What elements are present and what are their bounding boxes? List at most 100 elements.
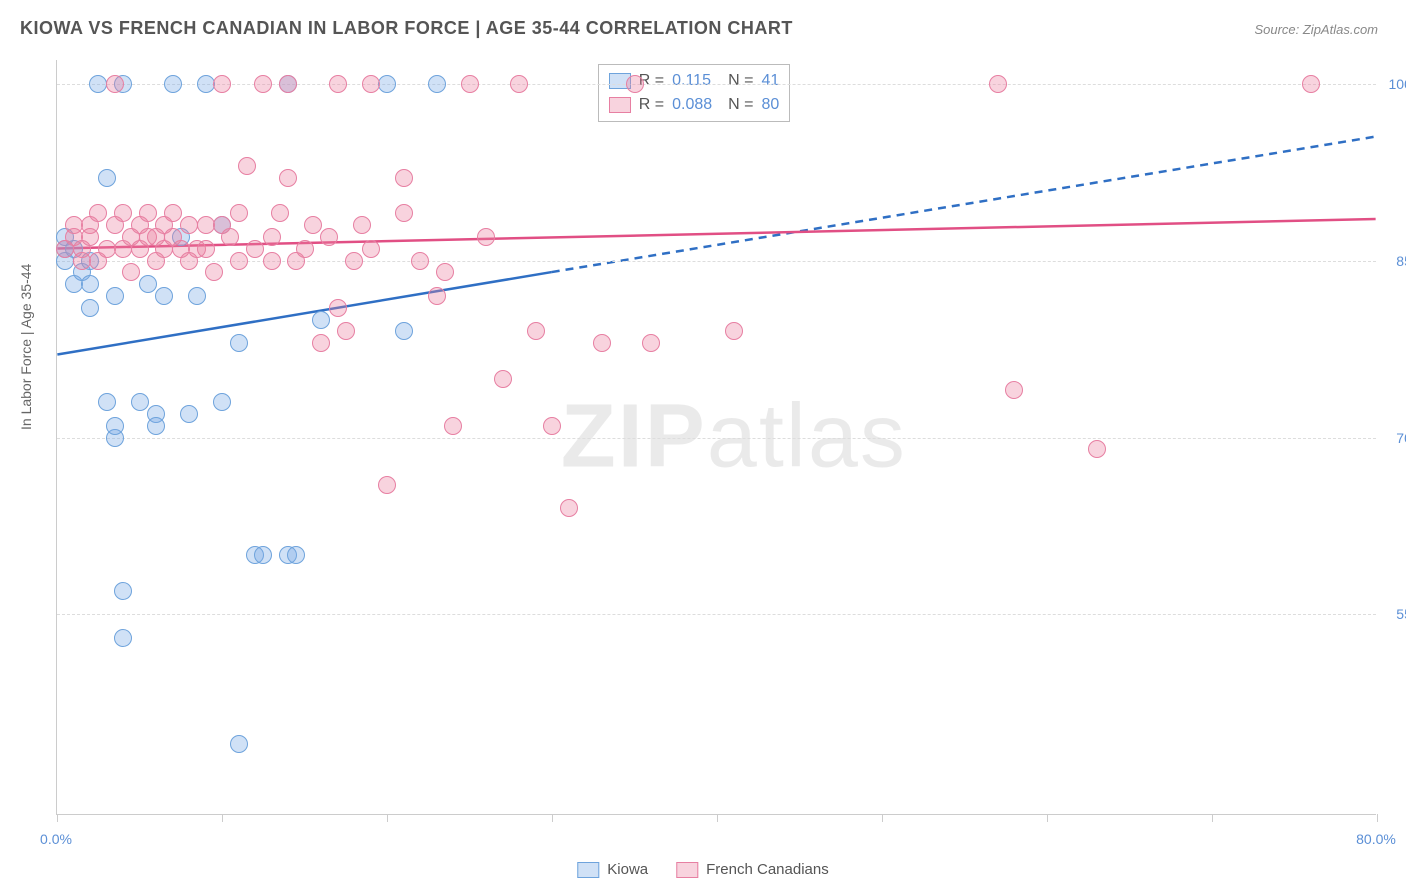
scatter-point: [221, 228, 239, 246]
scatter-point: [320, 228, 338, 246]
scatter-point: [642, 334, 660, 352]
scatter-point: [428, 75, 446, 93]
x-tick: [1047, 814, 1048, 822]
scatter-point: [510, 75, 528, 93]
scatter-point: [263, 228, 281, 246]
scatter-point: [197, 75, 215, 93]
scatter-point: [254, 546, 272, 564]
gridline-h: [57, 614, 1376, 615]
scatter-point: [131, 393, 149, 411]
scatter-point: [81, 275, 99, 293]
legend-item: Kiowa: [577, 861, 648, 878]
scatter-point: [287, 546, 305, 564]
x-tick: [387, 814, 388, 822]
scatter-point: [560, 499, 578, 517]
scatter-point: [106, 287, 124, 305]
scatter-point: [312, 311, 330, 329]
n-value: 41: [761, 69, 779, 93]
scatter-point: [593, 334, 611, 352]
scatter-point: [89, 204, 107, 222]
x-tick-label: 0.0%: [40, 831, 72, 847]
scatter-point: [98, 393, 116, 411]
y-tick-label: 55.0%: [1380, 606, 1406, 622]
scatter-point: [81, 299, 99, 317]
scatter-point: [378, 476, 396, 494]
scatter-point: [395, 204, 413, 222]
scatter-point: [197, 240, 215, 258]
scatter-point: [279, 75, 297, 93]
scatter-point: [395, 169, 413, 187]
scatter-point: [139, 275, 157, 293]
scatter-point: [477, 228, 495, 246]
scatter-point: [213, 393, 231, 411]
scatter-point: [164, 75, 182, 93]
x-tick: [57, 814, 58, 822]
scatter-point: [114, 204, 132, 222]
chart-title: KIOWA VS FRENCH CANADIAN IN LABOR FORCE …: [20, 18, 793, 39]
scatter-point: [378, 75, 396, 93]
scatter-point: [271, 204, 289, 222]
source-attribution: Source: ZipAtlas.com: [1254, 22, 1378, 37]
scatter-point: [1005, 381, 1023, 399]
scatter-point: [444, 417, 462, 435]
scatter-point: [89, 75, 107, 93]
scatter-point: [304, 216, 322, 234]
scatter-point: [114, 582, 132, 600]
scatter-point: [1302, 75, 1320, 93]
scatter-point: [147, 417, 165, 435]
r-value: 0.115: [672, 69, 720, 93]
scatter-point: [106, 417, 124, 435]
legend-swatch: [577, 862, 599, 878]
scatter-point: [114, 629, 132, 647]
scatter-point: [205, 263, 223, 281]
gridline-h: [57, 261, 1376, 262]
scatter-point: [238, 157, 256, 175]
scatter-point: [263, 252, 281, 270]
n-value: 80: [761, 93, 779, 117]
scatter-point: [164, 204, 182, 222]
scatter-point: [139, 204, 157, 222]
x-tick: [1212, 814, 1213, 822]
scatter-point: [345, 252, 363, 270]
scatter-point: [362, 75, 380, 93]
scatter-point: [180, 216, 198, 234]
x-tick: [717, 814, 718, 822]
scatter-point: [725, 322, 743, 340]
plot-area: ZIPatlas R =0.115N =41R =0.088N =80 55.0…: [56, 60, 1376, 815]
scatter-point: [411, 252, 429, 270]
scatter-point: [188, 287, 206, 305]
scatter-point: [626, 75, 644, 93]
legend-item: French Canadians: [676, 861, 829, 878]
n-label: N =: [728, 93, 753, 117]
x-tick: [1377, 814, 1378, 822]
scatter-point: [213, 75, 231, 93]
scatter-point: [353, 216, 371, 234]
scatter-point: [543, 417, 561, 435]
scatter-point: [279, 169, 297, 187]
series-swatch: [609, 97, 631, 113]
n-label: N =: [728, 69, 753, 93]
scatter-point: [81, 228, 99, 246]
scatter-point: [73, 252, 91, 270]
stats-legend-box: R =0.115N =41R =0.088N =80: [598, 64, 790, 122]
scatter-point: [155, 287, 173, 305]
scatter-point: [337, 322, 355, 340]
x-tick: [552, 814, 553, 822]
scatter-point: [296, 240, 314, 258]
scatter-point: [329, 299, 347, 317]
scatter-point: [329, 75, 347, 93]
scatter-point: [312, 334, 330, 352]
x-tick: [882, 814, 883, 822]
legend-label: Kiowa: [607, 861, 648, 878]
scatter-point: [246, 240, 264, 258]
bottom-legend: Kiowa French Canadians: [577, 861, 828, 878]
scatter-point: [395, 322, 413, 340]
scatter-point: [428, 287, 446, 305]
scatter-point: [436, 263, 454, 281]
stats-row: R =0.088N =80: [609, 93, 779, 117]
scatter-point: [122, 263, 140, 281]
scatter-point: [362, 240, 380, 258]
y-tick-label: 70.0%: [1380, 430, 1406, 446]
scatter-point: [106, 75, 124, 93]
y-tick-label: 100.0%: [1380, 76, 1406, 92]
